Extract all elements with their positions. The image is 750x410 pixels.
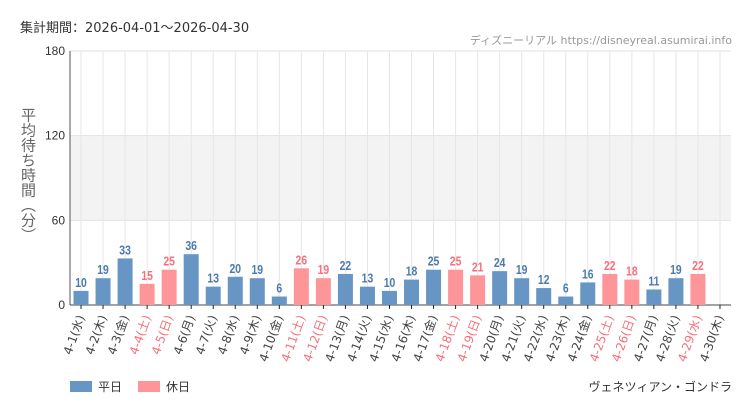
data-label: 12 — [538, 273, 550, 287]
data-label: 10 — [384, 276, 396, 290]
bar — [249, 278, 265, 305]
data-label: 22 — [604, 259, 616, 273]
y-tick-label: 120 — [45, 129, 65, 143]
data-label: 15 — [141, 269, 153, 283]
bar — [624, 279, 640, 305]
data-label: 13 — [207, 272, 219, 286]
bar — [602, 273, 618, 305]
data-label: 16 — [582, 267, 594, 281]
bar — [337, 273, 353, 305]
bar — [205, 286, 221, 305]
bar — [470, 275, 486, 305]
bar — [139, 283, 155, 305]
data-label: 25 — [450, 255, 462, 269]
data-label: 25 — [163, 255, 175, 269]
legend-label: 平日 — [98, 380, 123, 394]
bar — [580, 282, 596, 305]
legend-label: 休日 — [166, 380, 191, 394]
bar — [95, 278, 111, 305]
bar — [293, 268, 309, 305]
data-label: 11 — [648, 274, 659, 288]
bar — [646, 289, 662, 305]
bar — [381, 290, 397, 305]
data-label: 10 — [75, 276, 87, 290]
bar — [183, 254, 199, 305]
legend: 平日 休日 — [70, 378, 190, 395]
legend-weekday[interactable]: 平日 — [70, 378, 122, 395]
data-label: 22 — [340, 259, 352, 273]
data-label: 25 — [428, 255, 440, 269]
data-label: 6 — [276, 281, 282, 295]
data-label: 18 — [626, 265, 638, 279]
data-label: 20 — [229, 262, 241, 276]
data-label: 36 — [185, 239, 197, 253]
period-label: 集計期間：2026-04-01〜2026-04-30 — [20, 21, 250, 36]
bar — [227, 276, 243, 305]
data-label: 19 — [97, 263, 109, 277]
site-credit: ディズニーリアル https://disneyreal.asumirai.inf… — [469, 34, 732, 47]
y-tick-label: 0 — [58, 298, 65, 312]
bar — [558, 296, 574, 305]
y-tick-label: 180 — [45, 44, 65, 58]
legend-swatch-weekday — [70, 381, 92, 392]
attraction-name: ヴェネツィアン・ゴンドラ — [588, 380, 732, 394]
grid-band — [70, 135, 731, 221]
bar — [161, 269, 177, 305]
bar — [448, 269, 464, 305]
bar — [492, 271, 508, 305]
bar — [690, 273, 706, 305]
bar — [271, 296, 287, 305]
legend-holiday[interactable]: 休日 — [138, 378, 190, 395]
bar — [359, 286, 375, 305]
bar — [73, 290, 89, 305]
legend-swatch-holiday — [138, 381, 161, 392]
y-tick-label: 60 — [52, 213, 66, 227]
bar — [536, 288, 552, 305]
data-label: 19 — [516, 263, 528, 277]
bar — [514, 278, 530, 305]
data-label: 13 — [362, 272, 374, 286]
data-label: 24 — [494, 256, 506, 270]
bar — [117, 258, 133, 305]
data-label: 33 — [119, 243, 131, 257]
data-label: 19 — [251, 263, 263, 277]
data-label: 21 — [472, 260, 484, 274]
data-label: 18 — [406, 265, 418, 279]
bar — [426, 269, 442, 305]
data-label: 6 — [563, 281, 569, 295]
data-label: 19 — [670, 263, 682, 277]
y-axis-label: 平均待ち時間（分） — [19, 107, 37, 243]
data-label: 22 — [692, 259, 704, 273]
data-label: 26 — [296, 253, 308, 267]
data-label: 19 — [318, 263, 330, 277]
bar — [315, 278, 331, 305]
bar — [668, 278, 684, 305]
bar — [404, 279, 420, 305]
